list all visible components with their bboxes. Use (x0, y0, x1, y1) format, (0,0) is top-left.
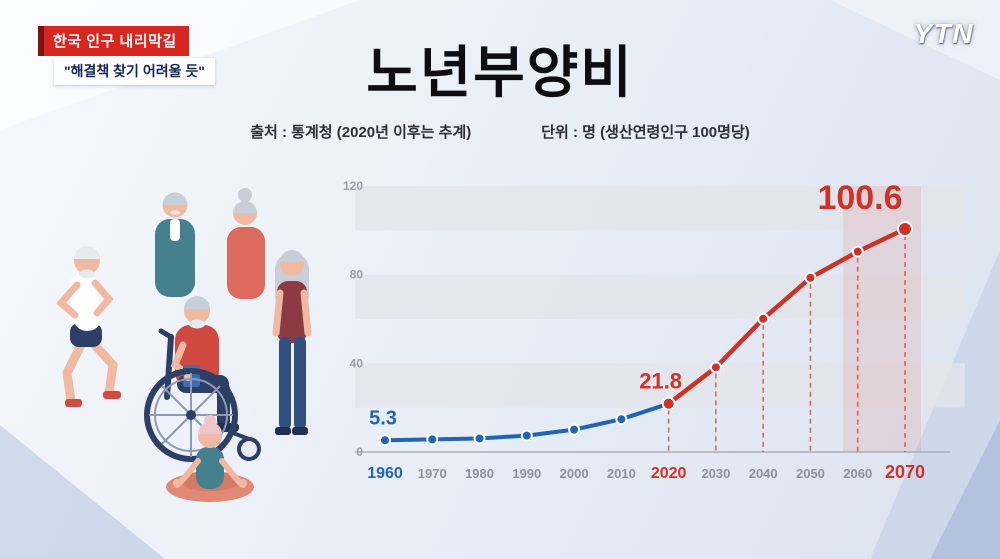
grid-band (355, 274, 965, 319)
grid-band (355, 186, 965, 231)
x-tick-label: 1970 (418, 466, 447, 481)
source-label: 출처 : 통계청 (2020년 이후는 추계) (250, 124, 472, 141)
x-tick-label: 2060 (843, 466, 872, 481)
page-title: 노년부양비 (366, 41, 634, 104)
x-tick-label: 2040 (749, 466, 778, 481)
chart-area: 0 40 80 120 5.3 21.8 100.6 1960 1970 1980 1990 2000… (330, 174, 980, 514)
elderly-man-teal (155, 192, 195, 297)
x-tick-label: 2070 (885, 462, 925, 482)
y-tick-label: 120 (343, 179, 363, 193)
data-point (520, 429, 533, 442)
elderly-woman-standing (272, 250, 312, 435)
x-tick-label: 2000 (560, 466, 589, 481)
x-tick-label: 2010 (607, 466, 636, 481)
data-point (473, 432, 486, 445)
data-point (757, 312, 770, 325)
data-point (661, 396, 676, 411)
elderly-woman-coral (227, 188, 265, 299)
data-point (709, 361, 722, 374)
y-tick-label: 0 (356, 445, 363, 459)
data-point (426, 433, 439, 446)
data-point (379, 434, 391, 447)
badge-headline: 한국 인구 내리막길 (38, 26, 189, 56)
data-point (615, 413, 628, 426)
y-tick-label: 40 (350, 356, 364, 370)
ytn-logo: YTN (913, 18, 974, 49)
elderly-people-illustration (56, 188, 312, 502)
y-tick-label: 80 (350, 268, 364, 282)
news-badge: 한국 인구 내리막길 "해결책 찾기 어려울 듯" (38, 26, 215, 85)
projected-line (666, 226, 908, 406)
x-tick-label: 2050 (796, 466, 825, 481)
x-tick-label: 1960 (367, 465, 403, 482)
value-label: 5.3 (369, 407, 397, 429)
x-tick-label: 1980 (465, 466, 494, 481)
grid-band (355, 363, 965, 408)
value-label: 21.8 (639, 369, 682, 394)
data-point (897, 221, 913, 238)
dependency-ratio-line-chart: 0 40 80 120 5.3 21.8 100.6 1960 1970 1980 1990 2000… (343, 179, 965, 482)
data-point (851, 245, 864, 258)
value-label: 100.6 (817, 179, 902, 217)
elderly-man-jogging (56, 246, 121, 407)
unit-label: 단위 : 명 (생산연령인구 100명당) (541, 124, 750, 141)
x-tick-label: 1990 (512, 466, 541, 481)
x-tick-label: 2020 (651, 465, 687, 482)
data-point (568, 423, 581, 436)
x-tick-label: 2030 (701, 466, 730, 481)
data-point (804, 271, 817, 284)
chart-meta-row: 출처 : 통계청 (2020년 이후는 추계) 단위 : 명 (생산연령인구 1… (0, 121, 1000, 142)
elderly-woman-yoga (166, 415, 254, 502)
badge-subheadline: "해결책 찾기 어려울 듯" (54, 58, 215, 85)
